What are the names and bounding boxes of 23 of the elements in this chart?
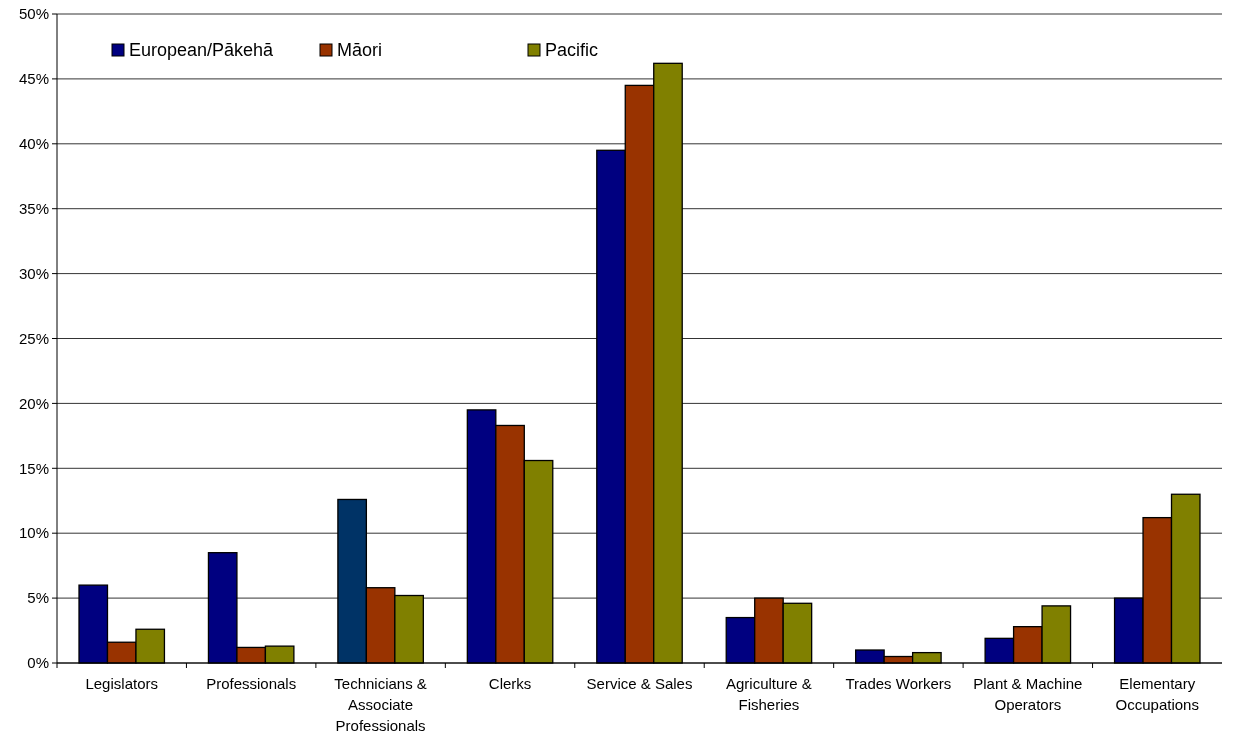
x-tick-label: Agriculture & Fisheries xyxy=(726,675,812,713)
y-tick-label: 20% xyxy=(18,394,49,412)
x-tick-label: Professionals xyxy=(206,675,297,692)
y-tick-label: 30% xyxy=(18,264,49,282)
x-tick-label: Plant & Machine Operators xyxy=(973,675,1083,713)
y-tick-label: 40% xyxy=(18,135,49,153)
legend-label: Pacific xyxy=(545,40,599,61)
y-tick-label: 10% xyxy=(18,524,49,542)
legend-label: European/Pākehā xyxy=(129,40,275,61)
legend-label: Māori xyxy=(337,40,383,61)
y-tick-label: 5% xyxy=(27,589,49,607)
y-tick-label: 35% xyxy=(18,199,49,217)
y-tick-label: 25% xyxy=(18,329,49,347)
y-tick-label: 0% xyxy=(27,654,49,672)
x-tick-label: Technicians & Associate Professionals xyxy=(334,675,427,734)
y-tick-label: 50% xyxy=(18,5,49,23)
x-tick-label: Trades Workers xyxy=(845,675,952,692)
x-tick-label: Service & Sales xyxy=(586,675,693,692)
x-tick-label: Legislators xyxy=(85,675,158,692)
y-tick-label: 15% xyxy=(18,459,49,477)
x-tick-label: Elementary Occupations xyxy=(1115,675,1199,713)
x-tick-label: Clerks xyxy=(488,675,532,692)
y-tick-label: 45% xyxy=(18,70,49,88)
